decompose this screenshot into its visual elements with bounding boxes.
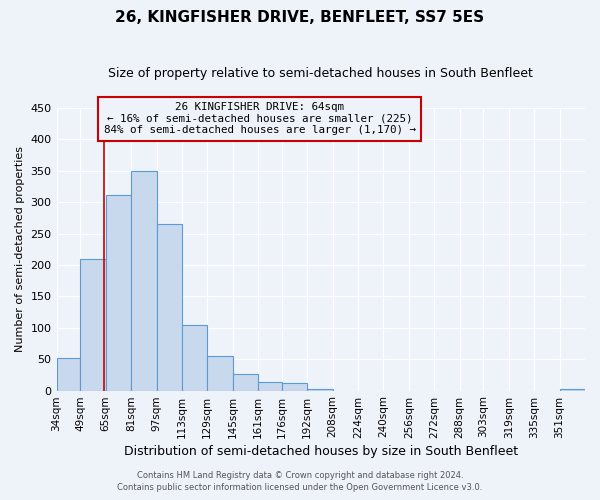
Bar bbox=[106, 194, 131, 390]
Bar bbox=[157, 224, 182, 390]
Title: Size of property relative to semi-detached houses in South Benfleet: Size of property relative to semi-detach… bbox=[109, 68, 533, 80]
Bar bbox=[208, 356, 233, 390]
Text: 26 KINGFISHER DRIVE: 64sqm
← 16% of semi-detached houses are smaller (225)
84% o: 26 KINGFISHER DRIVE: 64sqm ← 16% of semi… bbox=[104, 102, 416, 136]
X-axis label: Distribution of semi-detached houses by size in South Benfleet: Distribution of semi-detached houses by … bbox=[124, 444, 518, 458]
Bar bbox=[233, 374, 258, 390]
Bar bbox=[56, 358, 80, 390]
Bar bbox=[258, 382, 282, 390]
Y-axis label: Number of semi-detached properties: Number of semi-detached properties bbox=[15, 146, 25, 352]
Text: 26, KINGFISHER DRIVE, BENFLEET, SS7 5ES: 26, KINGFISHER DRIVE, BENFLEET, SS7 5ES bbox=[115, 10, 485, 25]
Bar bbox=[131, 171, 157, 390]
Text: Contains HM Land Registry data © Crown copyright and database right 2024.
Contai: Contains HM Land Registry data © Crown c… bbox=[118, 471, 482, 492]
Bar bbox=[182, 324, 208, 390]
Bar bbox=[80, 258, 106, 390]
Bar bbox=[282, 383, 307, 390]
